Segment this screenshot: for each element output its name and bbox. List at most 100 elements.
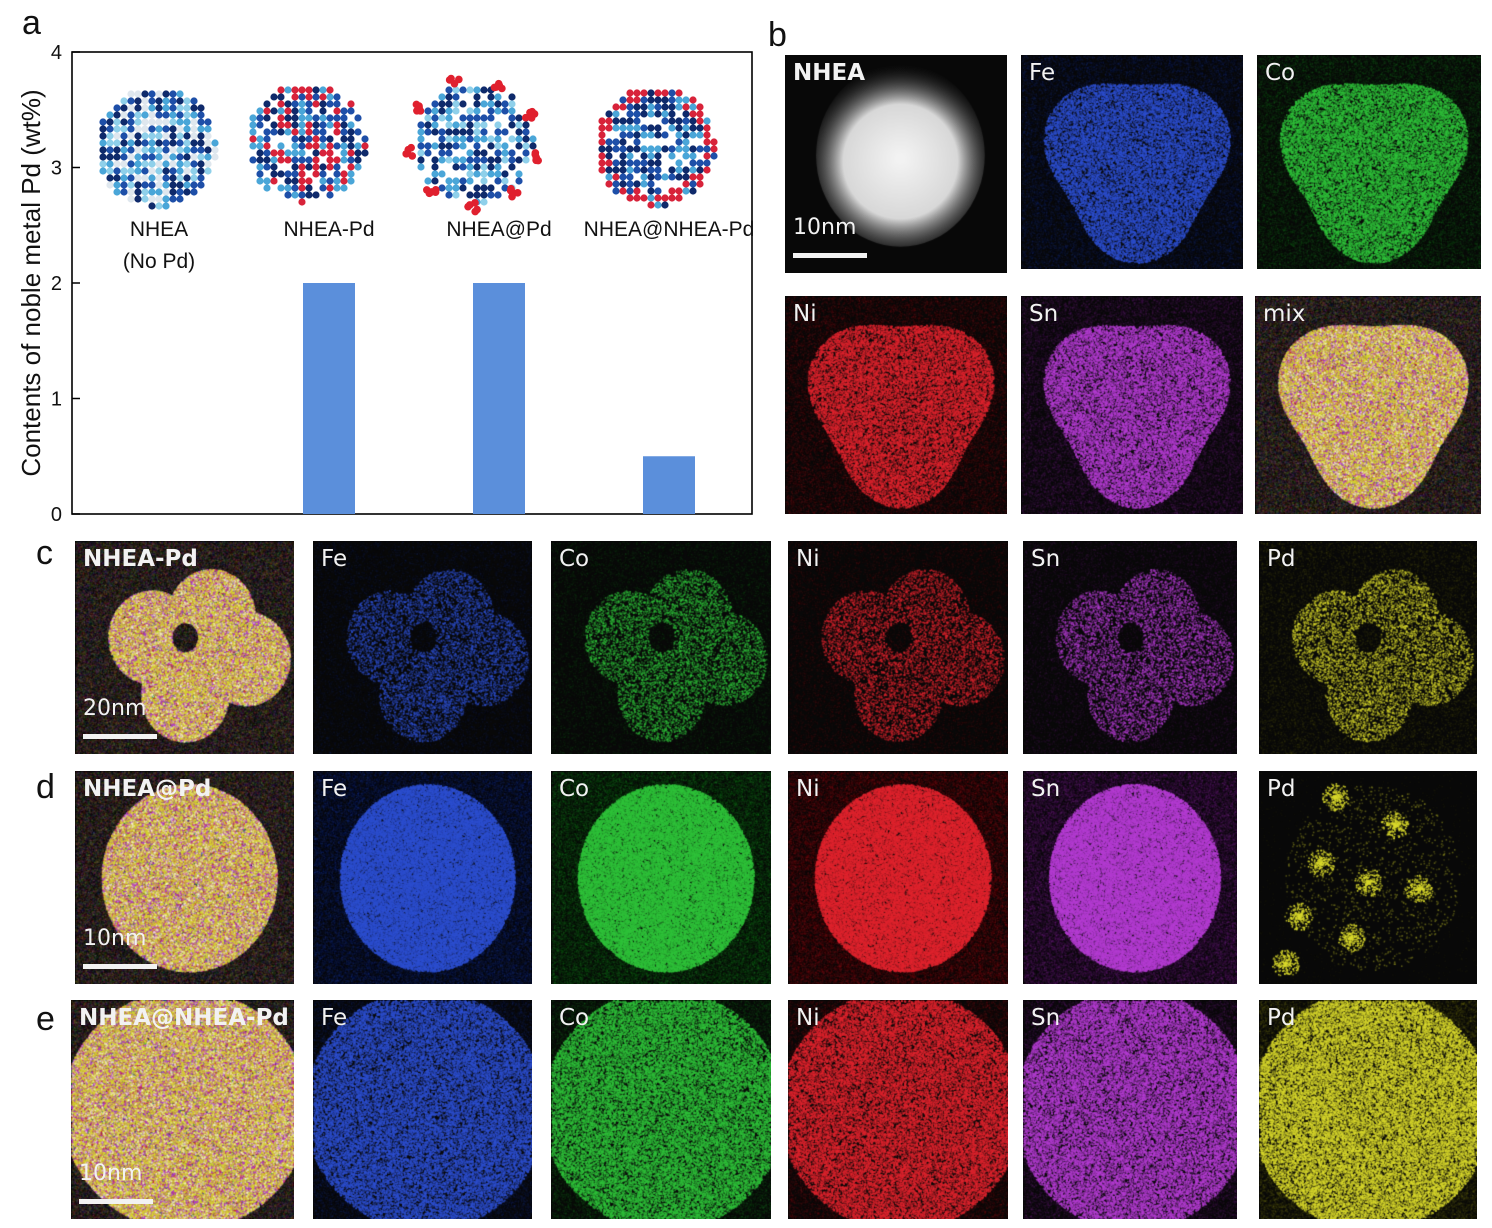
cluster-atom [319,177,327,185]
cluster-atom [284,149,292,157]
cluster-atom [494,156,502,164]
cluster-atom [176,118,184,126]
cluster-atom [417,142,425,150]
cluster-atom [120,146,128,154]
cluster-atom [284,107,292,115]
eds-map-e-sn: Sn [1023,1000,1237,1219]
cluster-atom [120,118,128,126]
cluster-atom [113,104,121,112]
cluster-atom [647,166,655,174]
cluster-atom [529,142,537,150]
cluster-atom [162,146,170,154]
cluster-atom [626,180,634,188]
eds-map-image [1255,296,1481,514]
cluster-atom [612,138,620,146]
cluster-atom [347,149,355,157]
eds-map-image [313,771,532,984]
cluster-atom [661,124,669,132]
cluster-atom [211,153,219,161]
cluster-atom [169,125,177,133]
element-label: Ni [793,301,817,327]
cluster-atom [176,104,184,112]
cluster-atom [326,86,334,94]
cluster-atom [431,121,439,129]
cluster-illustrations [99,74,718,216]
cluster-atom [682,187,690,195]
cluster-atom [466,191,474,199]
cluster-atom [417,156,425,164]
cluster-atom [211,139,219,147]
category-label-sub: (No Pd) [123,250,195,273]
cluster-atom [169,195,177,203]
eds-map-image [1023,771,1237,984]
cluster-atom [155,202,163,210]
cluster-atom [487,170,495,178]
cluster-atom [438,170,446,178]
cluster-atom [654,117,662,125]
cluster-atom [689,173,697,181]
cluster-atom [633,131,641,139]
cluster-atom [647,124,655,132]
cluster-atom [619,138,627,146]
cluster-atom [619,180,627,188]
cluster-atom [626,131,634,139]
cluster-atom [347,170,355,178]
cluster-atom [277,142,285,150]
cluster-atom [605,145,613,153]
category-label: NHEA-Pd [283,218,374,241]
cluster-atom [682,166,690,174]
cluster-atom [696,131,704,139]
cluster-atom [522,156,530,164]
cluster-atom [190,97,198,105]
cluster-atom [696,138,704,146]
cluster-atom [204,118,212,126]
cluster-atom [682,124,690,132]
cluster-atom [633,187,641,195]
cluster-atom [612,180,620,188]
cluster-atom [654,124,662,132]
cluster-atom [155,181,163,189]
pd-atom [422,186,431,194]
cluster-atom [347,142,355,150]
cluster-atom [675,187,683,195]
cluster-atom [487,142,495,150]
cluster-atom [99,160,107,168]
bars [303,283,695,514]
cluster-atom [661,166,669,174]
cluster-atom [176,160,184,168]
cluster-atom [494,128,502,136]
cluster-atom [354,135,362,143]
cluster-atom [668,152,676,160]
cluster-atom [466,149,474,157]
cluster-atom [515,114,523,122]
cluster-atom [148,146,156,154]
cluster-atom [703,152,711,160]
cluster-atom [445,135,453,143]
cluster-atom [640,159,648,167]
cluster-atom [277,86,285,94]
cluster-atom [626,96,634,104]
cluster-atom [452,156,460,164]
cluster-atom [263,128,271,136]
cluster-atom [619,173,627,181]
cluster-atom [640,180,648,188]
cluster-atom [291,135,299,143]
cluster-atom [204,132,212,140]
cluster-atom [689,180,697,188]
cluster-atom [141,167,149,175]
cluster-atom [682,138,690,146]
eds-map-b-ni: Ni [785,296,1007,514]
cluster-atom [141,118,149,126]
element-label: Ni [796,546,820,572]
cluster-atom [696,103,704,111]
cluster-atom [270,156,278,164]
cluster-atom [438,135,446,143]
cluster-atom [340,100,348,108]
cluster-atom [291,184,299,192]
cluster-atom [703,117,711,125]
cluster-atom [466,121,474,129]
cluster-atom [647,180,655,188]
cluster-atom [263,163,271,171]
cluster-atom [682,131,690,139]
cluster-atom [473,156,481,164]
